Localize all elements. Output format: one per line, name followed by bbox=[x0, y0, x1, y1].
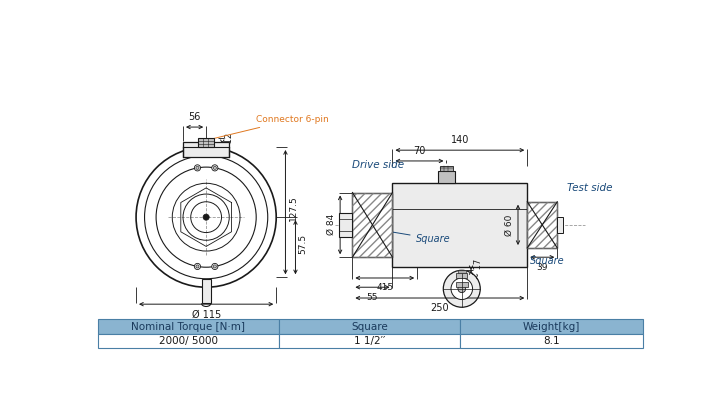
Text: 39: 39 bbox=[536, 263, 548, 271]
Text: ~ 17: ~ 17 bbox=[474, 259, 483, 279]
Text: 415: 415 bbox=[376, 283, 393, 293]
Bar bbox=[461, 319, 643, 334]
Text: Square: Square bbox=[351, 322, 388, 332]
Bar bbox=[279, 319, 461, 334]
Text: Nominal Torque [N·m]: Nominal Torque [N·m] bbox=[132, 322, 245, 332]
Text: 8.1: 8.1 bbox=[543, 336, 560, 346]
Bar bbox=[98, 334, 279, 348]
Bar bbox=[279, 334, 461, 348]
Text: 127.5: 127.5 bbox=[289, 195, 299, 221]
Bar bbox=[198, 138, 214, 147]
Text: ~ 12: ~ 12 bbox=[225, 133, 234, 152]
Text: Drive side: Drive side bbox=[352, 160, 405, 170]
Bar bbox=[527, 202, 557, 248]
Bar bbox=[352, 193, 393, 257]
Circle shape bbox=[196, 265, 199, 268]
Bar bbox=[461, 334, 643, 348]
Text: 2000/ 5000: 2000/ 5000 bbox=[159, 336, 218, 346]
Text: 70: 70 bbox=[414, 146, 426, 156]
Text: 1 1/2′′: 1 1/2′′ bbox=[354, 336, 385, 346]
Text: Ø 60: Ø 60 bbox=[505, 214, 514, 236]
Bar bbox=[183, 142, 229, 157]
Circle shape bbox=[196, 166, 199, 170]
Bar bbox=[202, 279, 211, 303]
Circle shape bbox=[212, 165, 218, 171]
Circle shape bbox=[212, 263, 218, 269]
Text: 250: 250 bbox=[430, 303, 449, 313]
Bar bbox=[438, 171, 455, 183]
Text: 55: 55 bbox=[367, 293, 378, 302]
Bar bbox=[352, 193, 393, 257]
Text: 56: 56 bbox=[189, 113, 201, 123]
Bar bbox=[557, 217, 563, 232]
Bar bbox=[458, 270, 466, 273]
Bar bbox=[393, 183, 527, 267]
Circle shape bbox=[194, 263, 200, 269]
Text: Weight[kg]: Weight[kg] bbox=[523, 322, 580, 332]
Text: 57.5: 57.5 bbox=[299, 234, 307, 254]
Circle shape bbox=[451, 278, 473, 300]
Circle shape bbox=[443, 270, 480, 307]
Text: Connector 6-pin: Connector 6-pin bbox=[213, 115, 329, 139]
Bar bbox=[440, 166, 453, 171]
Bar bbox=[338, 213, 352, 237]
Text: Ø 115: Ø 115 bbox=[192, 310, 221, 320]
Bar bbox=[527, 202, 557, 248]
Bar bbox=[456, 273, 467, 278]
Circle shape bbox=[203, 214, 209, 220]
Text: Square: Square bbox=[529, 256, 564, 265]
Bar bbox=[455, 282, 468, 287]
Circle shape bbox=[194, 165, 200, 171]
Text: 140: 140 bbox=[450, 135, 469, 145]
Bar bbox=[98, 319, 279, 334]
Text: Test side: Test side bbox=[567, 183, 612, 193]
Text: Ø 84: Ø 84 bbox=[328, 214, 336, 236]
Circle shape bbox=[213, 166, 216, 170]
Circle shape bbox=[458, 285, 466, 293]
Circle shape bbox=[213, 265, 216, 268]
Text: Square: Square bbox=[376, 228, 450, 244]
